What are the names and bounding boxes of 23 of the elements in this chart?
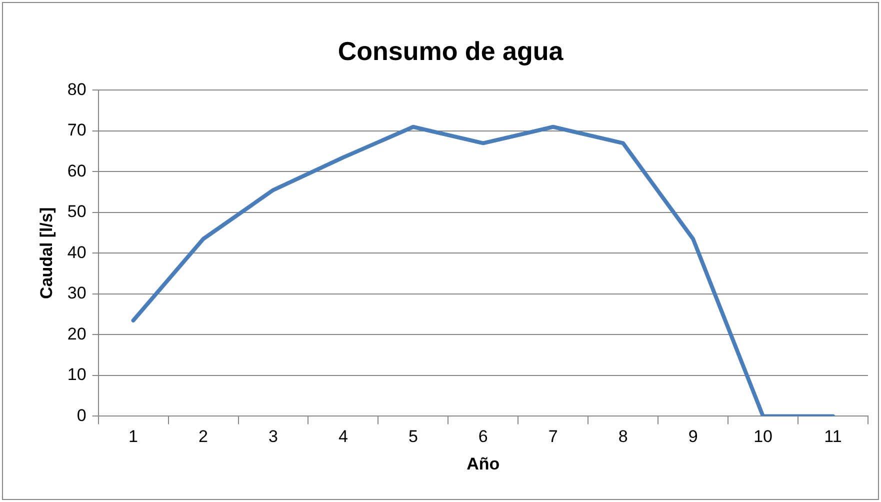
y-tick-label: 10 — [67, 365, 86, 384]
x-tick-label: 3 — [268, 427, 278, 446]
x-tick-label: 8 — [618, 427, 628, 446]
y-tick-label: 70 — [67, 120, 86, 140]
x-tick-label: 1 — [128, 427, 138, 446]
x-tick-label: 11 — [824, 427, 842, 446]
x-tick-label: 6 — [478, 427, 488, 446]
x-tick-label: 7 — [548, 427, 558, 446]
y-axis-title: Caudal [l/s] — [36, 207, 56, 300]
y-tick-label: 50 — [67, 202, 86, 222]
x-tick-label: 4 — [338, 427, 348, 446]
x-tick-label: 5 — [408, 427, 418, 446]
chart-title: Consumo de agua — [338, 36, 564, 66]
x-axis-title: Año — [466, 454, 500, 474]
x-tick-label: 10 — [754, 427, 773, 446]
y-tick-label: 40 — [67, 242, 86, 262]
y-tick-label: 80 — [67, 80, 86, 99]
y-tick-label: 20 — [67, 324, 86, 344]
y-tick-label: 0 — [76, 406, 86, 425]
y-tick-label: 30 — [67, 284, 86, 303]
x-tick-label: 2 — [198, 427, 208, 446]
y-tick-label: 60 — [67, 161, 86, 180]
x-tick-label: 9 — [688, 427, 698, 446]
